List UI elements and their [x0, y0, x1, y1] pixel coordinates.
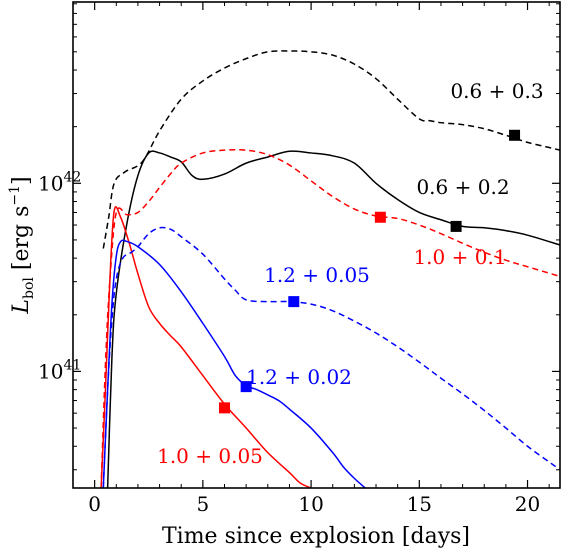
x-axis-title: Time since explosion [days]	[162, 524, 470, 549]
x-tick-label: 15	[407, 492, 432, 516]
x-tick-label: 10	[298, 492, 323, 516]
curve-label-1-0-0-1: 1.0 + 0.1	[413, 245, 506, 269]
curve-label-1-2-0-05: 1.2 + 0.05	[264, 263, 370, 287]
x-tick-label: 20	[515, 492, 540, 516]
labels-layer: 0.6 + 0.3 0.6 + 0.2 1.0 + 0.1 1.2 + 0.05 1.2…	[38, 79, 544, 516]
series-line-1-0-0-1	[100, 148, 560, 488]
curve-label-0-6-0-2: 0.6 + 0.2	[416, 175, 509, 199]
y-axis-title-main: L	[9, 299, 34, 315]
series-line-1-0-0-05	[100, 206, 312, 488]
curve-label-0-6-0-3: 0.6 + 0.3	[450, 79, 543, 103]
series-marker-0-6-0-3	[509, 129, 521, 141]
series-line-0-6-0-2	[106, 150, 560, 488]
series-marker-1-2-0-05	[288, 296, 300, 308]
curve-label-1-0-0-05: 1.0 + 0.05	[157, 444, 263, 468]
x-tick-label: 5	[196, 492, 209, 516]
markers-layer	[219, 129, 521, 414]
series-marker-0-6-0-2	[450, 220, 462, 232]
series-line-1-2-0-02	[102, 239, 366, 488]
x-tick-label: 0	[88, 492, 101, 516]
y-axis-title-close: ]	[9, 176, 34, 185]
y-axis-title-exponent: −1	[7, 185, 23, 206]
y-axis-title: Lbol [erg s−1]	[7, 176, 37, 314]
series-marker-1-0-0-1	[374, 211, 386, 223]
plot-frame	[72, 1, 561, 489]
y-axis-title-sub: bol	[21, 277, 37, 299]
series-marker-1-0-0-05	[219, 402, 231, 414]
y-tick-label: 1042	[38, 169, 81, 195]
y-tick-label: 1041	[38, 357, 81, 383]
curve-label-1-2-0-02: 1.2 + 0.02	[246, 365, 352, 389]
ticks-layer	[72, 2, 560, 488]
series-line-1-2-0-05	[102, 226, 560, 488]
y-axis-title-units: [erg s	[9, 206, 34, 277]
series-marker-1-2-0-02	[240, 381, 252, 393]
